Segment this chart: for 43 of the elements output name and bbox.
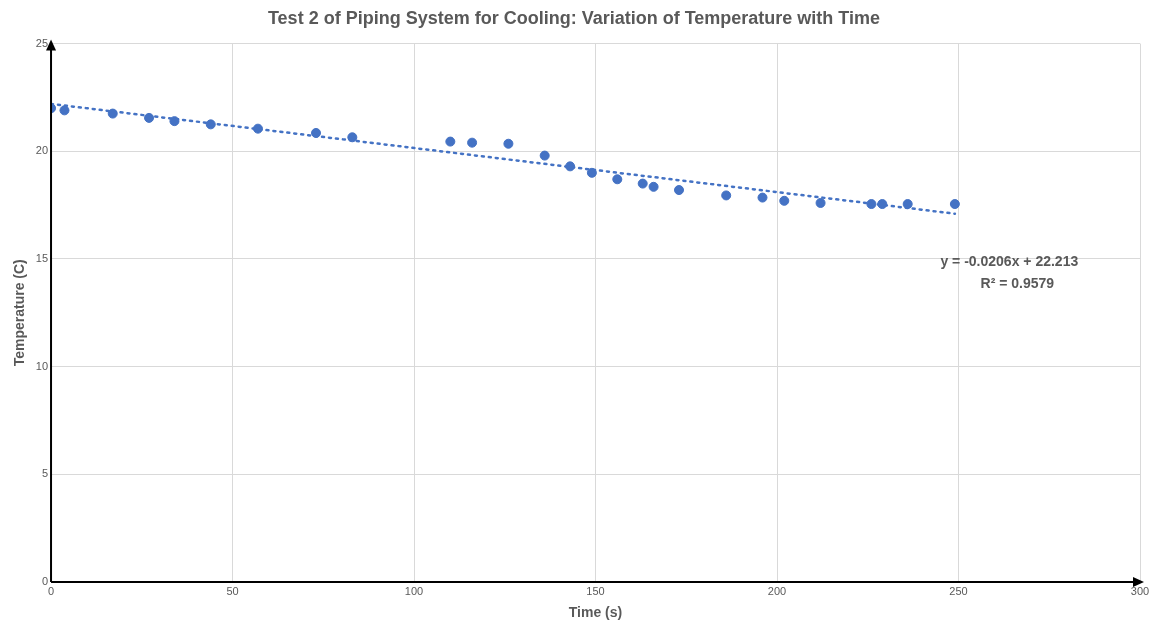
point	[779, 195, 790, 206]
y-tick-label: 25	[35, 36, 49, 49]
x-axis-title: Time (s)	[568, 604, 623, 621]
point	[586, 167, 597, 178]
chart-title: Test 2 of Piping System for Cooling: Variation of Temperature with Time	[267, 7, 881, 28]
point	[107, 108, 118, 119]
annotation: y = -0.0206x + 22.213	[940, 252, 1079, 269]
point	[648, 181, 659, 192]
point	[637, 178, 648, 189]
point	[877, 199, 888, 210]
point	[949, 199, 960, 210]
point	[169, 116, 180, 127]
annotation: R² = 0.9579	[980, 274, 1055, 291]
point	[347, 132, 358, 143]
y-tick-label: 0	[41, 575, 49, 588]
point	[757, 192, 768, 203]
x-tick-label: 150	[586, 584, 605, 597]
point	[144, 112, 155, 123]
point	[467, 137, 478, 148]
point	[815, 197, 826, 208]
x-tick-label: 100	[404, 584, 424, 597]
point	[445, 136, 456, 147]
point	[311, 127, 322, 138]
point	[503, 138, 514, 149]
point	[612, 174, 623, 185]
point	[565, 161, 576, 172]
x-tick-label: 300	[1130, 584, 1150, 597]
x-tick-label: 250	[949, 584, 968, 597]
point	[252, 123, 263, 134]
y-tick-label: 20	[35, 144, 49, 157]
y-axis-title: Temperature (C)	[11, 259, 28, 367]
point	[721, 190, 732, 201]
point	[674, 185, 685, 196]
point	[59, 105, 70, 116]
x-tick-label: 50	[226, 584, 239, 597]
x-tick-label: 200	[767, 584, 787, 597]
point	[205, 119, 216, 130]
y-tick-label: 10	[35, 359, 49, 372]
y-tick-label: 5	[41, 467, 49, 480]
y-tick-label: 15	[35, 251, 49, 264]
point	[902, 199, 913, 210]
point	[866, 199, 877, 210]
point	[539, 150, 550, 161]
